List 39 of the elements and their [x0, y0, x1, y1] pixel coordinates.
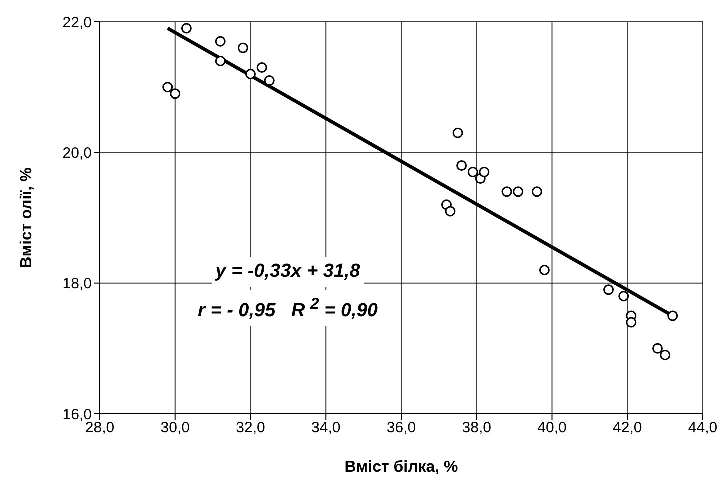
x-tick-label: 42,0 — [613, 420, 642, 437]
point — [532, 186, 542, 198]
point — [170, 88, 181, 100]
point — [626, 317, 637, 328]
point — [452, 128, 464, 138]
point — [668, 310, 678, 322]
point — [215, 56, 226, 66]
point — [238, 42, 248, 54]
point — [215, 36, 226, 47]
annotation: y = -0,33x + 31,8 — [212, 257, 364, 287]
x-tick-label: 30,0 — [160, 420, 190, 437]
y-tick-label: 18,0 — [62, 276, 92, 293]
point — [618, 291, 630, 302]
point — [513, 186, 524, 198]
x-tick-label: 38,0 — [462, 420, 492, 437]
point — [445, 206, 456, 217]
point — [456, 160, 468, 171]
point — [539, 265, 550, 276]
point — [604, 284, 614, 296]
point — [652, 343, 664, 354]
x-axis-title: Вміст білка, % — [344, 459, 458, 476]
y-tick-label: 20,0 — [62, 144, 92, 162]
point — [479, 167, 490, 178]
y-tick-label: 22,0 — [62, 14, 92, 32]
x-tick-label: 36,0 — [386, 420, 416, 437]
point — [468, 167, 478, 178]
x-tick-label: 34,0 — [312, 420, 341, 437]
point — [660, 350, 671, 360]
point — [246, 69, 256, 80]
point — [181, 23, 192, 34]
point — [264, 76, 275, 86]
annotation: r = - 0,95 R $^{2}$ = 0,90 — [194, 290, 382, 326]
x-tick-label: 44,0 — [688, 420, 718, 437]
point — [162, 82, 174, 93]
point — [256, 62, 268, 73]
x-tick-label: 32,0 — [236, 420, 266, 437]
y-axis-title: Вміст олії, % — [18, 168, 36, 268]
x-tick-label: 40,0 — [538, 420, 567, 437]
point — [502, 186, 512, 198]
